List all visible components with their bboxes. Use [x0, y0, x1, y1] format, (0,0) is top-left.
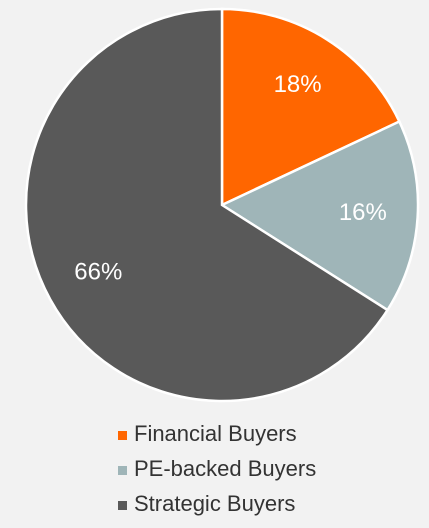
data-label: 66% — [74, 258, 122, 285]
legend-swatch — [118, 431, 127, 440]
legend-swatch — [118, 501, 127, 510]
data-label: 16% — [339, 199, 387, 226]
pie-slice — [219, 119, 420, 312]
data-label: 18% — [274, 71, 322, 98]
legend-label: Strategic Buyers — [134, 491, 295, 516]
legend-swatch — [118, 466, 127, 475]
legend-label: Financial Buyers — [134, 421, 297, 446]
pie-slice — [220, 7, 402, 207]
legend-label: PE-backed Buyers — [134, 456, 316, 481]
pie-slice — [24, 7, 390, 403]
